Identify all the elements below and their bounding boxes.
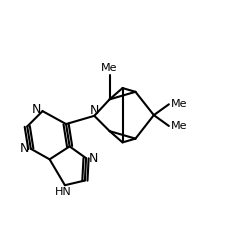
Text: N: N	[32, 103, 41, 117]
Text: N: N	[90, 104, 99, 117]
Text: N: N	[89, 152, 98, 165]
Text: Me: Me	[101, 63, 118, 73]
Text: HN: HN	[55, 187, 72, 197]
Text: N: N	[20, 142, 29, 155]
Text: Me: Me	[170, 99, 187, 109]
Text: Me: Me	[170, 121, 187, 131]
